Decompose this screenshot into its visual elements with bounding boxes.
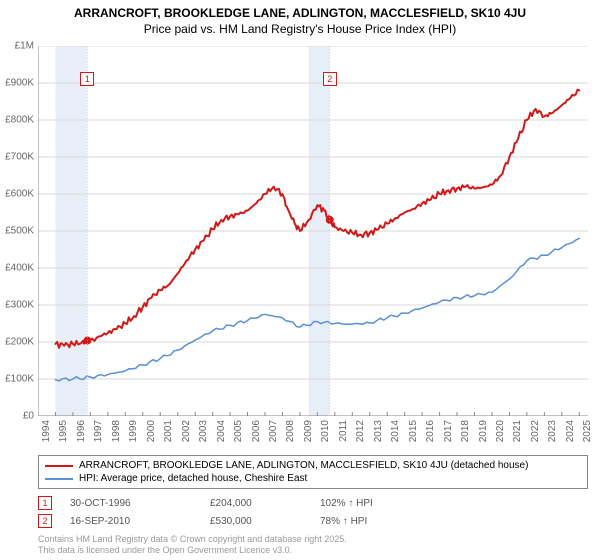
x-tick-label: 2003: [198, 420, 209, 442]
y-tick-label: £700K: [0, 152, 34, 163]
legend-label: ARRANCROFT, BROOKLEDGE LANE, ADLINGTON, …: [79, 460, 528, 471]
sale-price: £204,000: [210, 498, 320, 509]
y-tick-label: £200K: [0, 337, 34, 348]
sale-row: 2 16-SEP-2010£530,00078% ↑ HPI: [38, 512, 430, 530]
chart-container: ARRANCROFT, BROOKLEDGE LANE, ADLINGTON, …: [0, 0, 600, 560]
x-tick-label: 2017: [443, 420, 454, 442]
x-tick-label: 2015: [408, 420, 419, 442]
sale-date: 30-OCT-1996: [70, 498, 210, 509]
legend-label: HPI: Average price, detached house, Ches…: [79, 473, 307, 484]
legend-swatch: [45, 465, 73, 467]
chart-area: £0£100K£200K£300K£400K£500K£600K£700K£80…: [38, 46, 588, 416]
sale-marker-box: 1: [80, 72, 94, 86]
x-tick-label: 2018: [460, 420, 471, 442]
x-tick-label: 2002: [181, 420, 192, 442]
y-tick-label: £600K: [0, 189, 34, 200]
x-tick-label: 2000: [146, 420, 157, 442]
y-tick-label: £900K: [0, 78, 34, 89]
sale-row-marker: 2: [38, 514, 52, 528]
x-tick-label: 2001: [163, 420, 174, 442]
footer-line2: This data is licensed under the Open Gov…: [38, 545, 347, 556]
sale-price: £530,000: [210, 516, 320, 527]
sale-date: 16-SEP-2010: [70, 516, 210, 527]
sale-marker-box: 2: [323, 72, 337, 86]
x-tick-label: 2008: [285, 420, 296, 442]
x-tick-label: 2025: [582, 420, 593, 442]
sale-row-marker: 1: [38, 496, 52, 510]
plot-svg: [38, 46, 588, 416]
legend-item: ARRANCROFT, BROOKLEDGE LANE, ADLINGTON, …: [45, 459, 581, 472]
x-tick-label: 2016: [425, 420, 436, 442]
x-tick-label: 1997: [93, 420, 104, 442]
legend: ARRANCROFT, BROOKLEDGE LANE, ADLINGTON, …: [38, 455, 588, 489]
x-tick-label: 2004: [216, 420, 227, 442]
x-tick-label: 2020: [495, 420, 506, 442]
legend-item: HPI: Average price, detached house, Ches…: [45, 472, 581, 485]
y-tick-label: £300K: [0, 300, 34, 311]
x-tick-label: 1996: [76, 420, 87, 442]
y-tick-label: £0: [0, 411, 34, 422]
y-tick-label: £800K: [0, 115, 34, 126]
x-tick-label: 2023: [547, 420, 558, 442]
x-tick-label: 1998: [111, 420, 122, 442]
x-tick-label: 2022: [530, 420, 541, 442]
chart-title-line1: ARRANCROFT, BROOKLEDGE LANE, ADLINGTON, …: [0, 0, 600, 20]
x-tick-label: 2011: [338, 420, 349, 442]
x-tick-label: 2005: [233, 420, 244, 442]
y-tick-label: £100K: [0, 374, 34, 385]
x-tick-label: 2006: [251, 420, 262, 442]
x-tick-label: 2010: [320, 420, 331, 442]
sale-pct: 102% ↑ HPI: [320, 498, 430, 509]
sale-row: 1 30-OCT-1996£204,000102% ↑ HPI: [38, 494, 430, 512]
footer-line1: Contains HM Land Registry data © Crown c…: [38, 534, 347, 545]
x-tick-label: 2013: [373, 420, 384, 442]
x-tick-label: 2019: [478, 420, 489, 442]
x-tick-label: 2012: [355, 420, 366, 442]
legend-swatch: [45, 478, 73, 480]
x-tick-label: 2014: [390, 420, 401, 442]
footer-attribution: Contains HM Land Registry data © Crown c…: [38, 534, 347, 557]
chart-title-line2: Price paid vs. HM Land Registry's House …: [0, 20, 600, 36]
x-tick-label: 2007: [268, 420, 279, 442]
y-tick-label: £1M: [0, 41, 34, 52]
y-tick-label: £500K: [0, 226, 34, 237]
x-tick-label: 2024: [565, 420, 576, 442]
y-tick-label: £400K: [0, 263, 34, 274]
sale-pct: 78% ↑ HPI: [320, 516, 430, 527]
x-tick-label: 1999: [128, 420, 139, 442]
x-tick-label: 2009: [303, 420, 314, 442]
sales-table: 1 30-OCT-1996£204,000102% ↑ HPI 2 16-SEP-20…: [38, 494, 430, 530]
x-tick-label: 1995: [58, 420, 69, 442]
x-tick-label: 2021: [512, 420, 523, 442]
x-tick-label: 1994: [41, 420, 52, 442]
